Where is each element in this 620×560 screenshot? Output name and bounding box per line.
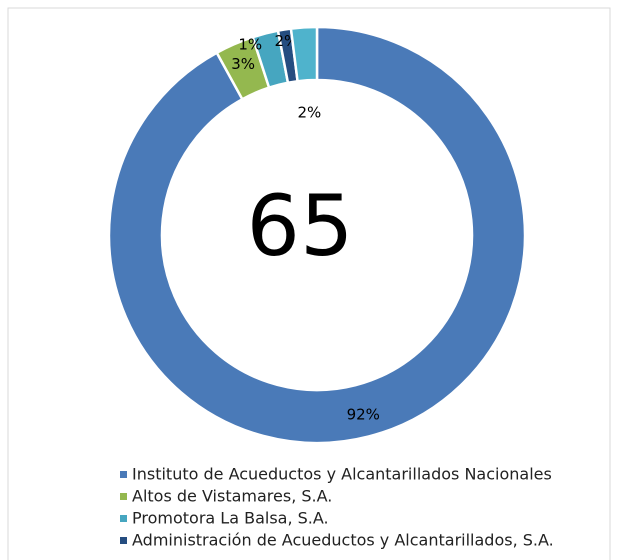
legend-label: Promotora La Balsa, S.A. [132,509,329,528]
legend-label: Instituto de Acueductos y Alcantarillado… [132,465,552,484]
legend-swatch [120,471,127,478]
legend-swatch [120,515,127,522]
legend-label: Altos de Vistamares, S.A. [132,487,332,506]
data-label: 2% [297,104,321,122]
data-label: 3% [231,55,255,73]
legend-label: Administración de Acueductos y Alcantari… [132,531,554,550]
donut-slice [289,25,319,83]
donut-slice [107,25,527,445]
legend-swatch [120,537,127,544]
data-label: 92% [347,406,380,424]
center-label: 65 [247,177,354,275]
legend-swatch [120,493,127,500]
data-label: 1% [238,36,262,54]
